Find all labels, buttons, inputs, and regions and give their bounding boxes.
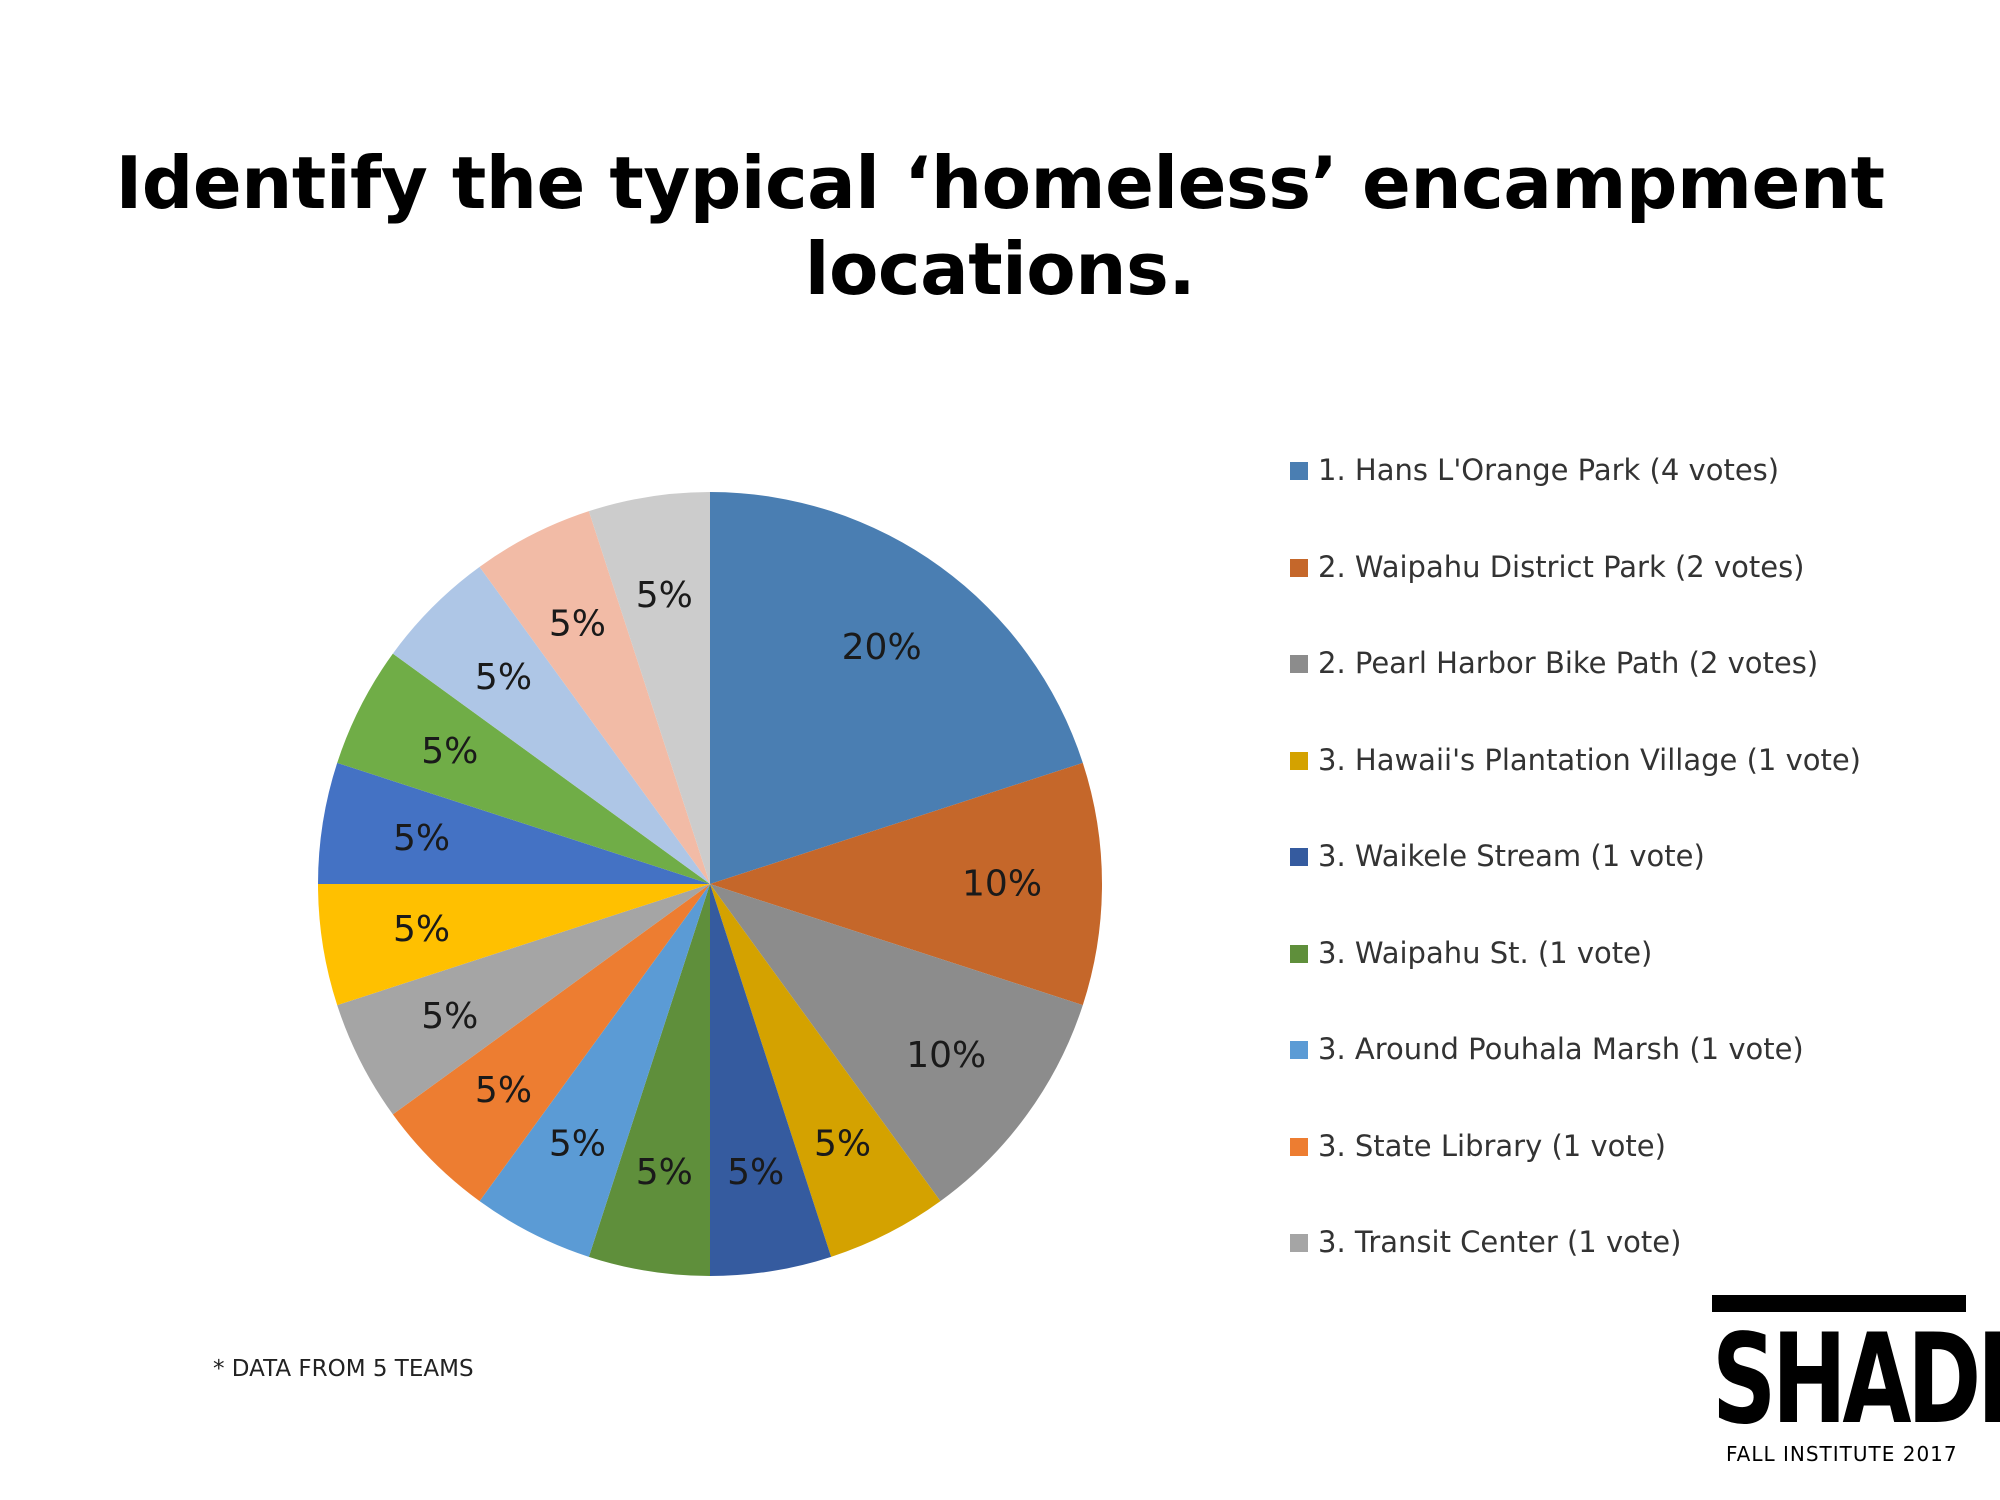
legend-label-7: 3. Around Pouhala Marsh (1 vote) bbox=[1318, 1032, 1804, 1066]
pie-slice-6 bbox=[588, 884, 710, 1276]
legend-item-6: 3. Waipahu St. (1 vote) bbox=[1290, 935, 1861, 1032]
pie-slice-15 bbox=[588, 492, 710, 884]
legend-label-1: 1. Hans L'Orange Park (4 votes) bbox=[1318, 453, 1780, 487]
pie-data-label-6: 5% bbox=[636, 1152, 693, 1193]
pie-data-label-13: 5% bbox=[475, 657, 532, 698]
pie-slice-4 bbox=[710, 884, 941, 1257]
pie-slices bbox=[318, 492, 1103, 1276]
legend-swatch-3 bbox=[1290, 655, 1308, 673]
pie-data-label-3: 10% bbox=[906, 1035, 986, 1076]
footnote: * DATA FROM 5 TEAMS bbox=[213, 1356, 474, 1382]
pie-data-label-11: 5% bbox=[393, 818, 450, 859]
legend-item-2: 2. Waipahu District Park (2 votes) bbox=[1290, 549, 1861, 646]
pie-data-label-15: 5% bbox=[636, 575, 693, 616]
pie-data-label-9: 5% bbox=[421, 996, 478, 1037]
legend-label-8: 3. State Library (1 vote) bbox=[1318, 1128, 1666, 1163]
pie-slice-9 bbox=[337, 884, 710, 1115]
legend-swatch-7 bbox=[1290, 1041, 1308, 1059]
pie-slice-2 bbox=[710, 762, 1103, 1006]
chart-title-line-2: locations. bbox=[804, 227, 1196, 311]
pie-slice-10 bbox=[318, 884, 710, 1006]
chart-title-line-1: Identify the typical ‘homeless’ encampme… bbox=[115, 141, 1885, 225]
pie-data-label-5: 5% bbox=[727, 1152, 784, 1193]
legend-label-2: 2. Waipahu District Park (2 votes) bbox=[1318, 549, 1805, 584]
logo-bar bbox=[1712, 1295, 1966, 1312]
legend-item-4: 3. Hawaii's Plantation Village (1 vote) bbox=[1290, 742, 1861, 839]
logo-wordmark: SHADE bbox=[1712, 1308, 2000, 1452]
pie-slice-1 bbox=[710, 492, 1083, 884]
legend-swatch-6 bbox=[1290, 944, 1308, 963]
legend-label-6: 3. Waipahu St. (1 vote) bbox=[1318, 935, 1653, 970]
pie-slice-3 bbox=[710, 884, 1083, 1202]
legend-swatch-9 bbox=[1290, 1234, 1308, 1252]
pie-data-label-1: 20% bbox=[842, 627, 922, 668]
pie-data-label-2: 10% bbox=[962, 864, 1042, 905]
legend-swatch-8 bbox=[1290, 1137, 1308, 1156]
legend-item-3: 2. Pearl Harbor Bike Path (2 votes) bbox=[1290, 645, 1861, 742]
legend-item-1: 1. Hans L'Orange Park (4 votes) bbox=[1290, 452, 1861, 549]
legend-item-9: 3. Transit Center (1 vote) bbox=[1290, 1224, 1861, 1321]
pie-slice-12 bbox=[337, 653, 710, 884]
legend-label-3: 2. Pearl Harbor Bike Path (2 votes) bbox=[1318, 646, 1819, 680]
pie-data-label-8: 5% bbox=[475, 1070, 532, 1111]
pie-slice-14 bbox=[479, 511, 710, 884]
pie-slice-13 bbox=[392, 566, 710, 884]
legend-swatch-2 bbox=[1290, 558, 1308, 577]
pie-data-label-4: 5% bbox=[814, 1124, 871, 1165]
pie-slice-7 bbox=[479, 884, 710, 1257]
pie-data-label-12: 5% bbox=[421, 731, 478, 772]
shade-logo: SHADE FALL INSTITUTE 2017 bbox=[1712, 1295, 2000, 1466]
legend-label-9: 3. Transit Center (1 vote) bbox=[1318, 1225, 1682, 1259]
pie-data-label-7: 5% bbox=[549, 1124, 606, 1165]
pie-slice-11 bbox=[318, 762, 710, 884]
legend-swatch-1 bbox=[1290, 462, 1308, 480]
pie-data-label-10: 5% bbox=[393, 909, 450, 950]
legend-item-7: 3. Around Pouhala Marsh (1 vote) bbox=[1290, 1031, 1861, 1128]
chart-legend: 1. Hans L'Orange Park (4 votes) 2. Waipah… bbox=[1290, 452, 1861, 1321]
chart-title: Identify the typical ‘homeless’ encampme… bbox=[0, 140, 2000, 312]
pie-data-label-14: 5% bbox=[549, 603, 606, 644]
logo-subtitle: FALL INSTITUTE 2017 bbox=[1726, 1442, 1958, 1466]
pie-labels: 20% 10% 10% 5% 5% 5% 5% 5% 5% 5% 5% 5% 5% 5% 5% bbox=[393, 575, 1042, 1193]
legend-label-5: 3. Waikele Stream (1 vote) bbox=[1318, 839, 1705, 873]
legend-item-5: 3. Waikele Stream (1 vote) bbox=[1290, 838, 1861, 935]
legend-label-4: 3. Hawaii's Plantation Village (1 vote) bbox=[1318, 742, 1861, 777]
legend-swatch-4 bbox=[1290, 751, 1308, 770]
legend-item-8: 3. State Library (1 vote) bbox=[1290, 1128, 1861, 1225]
legend-swatch-5 bbox=[1290, 848, 1308, 866]
pie-slice-5 bbox=[710, 884, 832, 1276]
pie-slice-8 bbox=[392, 884, 710, 1202]
